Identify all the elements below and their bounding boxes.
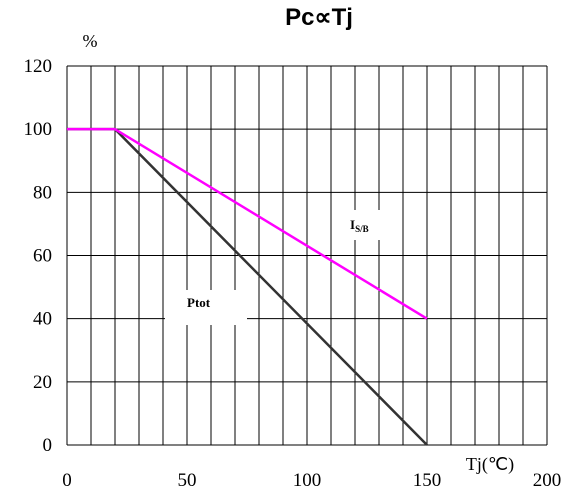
chart-series bbox=[67, 127, 428, 446]
y-tick-label: 20 bbox=[33, 372, 52, 393]
y-axis-unit: % bbox=[83, 31, 98, 51]
x-tick-label: 150 bbox=[413, 470, 442, 491]
y-tick-label: 100 bbox=[24, 119, 53, 140]
x-axis-label-box bbox=[452, 447, 528, 481]
isb-series-line bbox=[67, 127, 428, 320]
x-axis-label: Tj(℃) bbox=[466, 454, 514, 475]
x-tick-label: 200 bbox=[533, 470, 562, 491]
tick-labels: 0 50 100 150 200 0 20 40 60 80 100 120 bbox=[24, 56, 562, 491]
x-tick-label: 0 bbox=[62, 470, 72, 491]
isb-series-label: IS/B bbox=[350, 217, 369, 234]
ptot-series-label: Ptot bbox=[187, 295, 211, 310]
chart-grid bbox=[66, 65, 548, 446]
x-tick-label: 50 bbox=[178, 470, 197, 491]
chart-title: Pc∝Tj bbox=[285, 4, 353, 31]
y-tick-label: 60 bbox=[33, 246, 52, 267]
ptot-label-box bbox=[165, 290, 247, 325]
x-tick-label: 100 bbox=[293, 470, 322, 491]
isb-label-box bbox=[340, 210, 390, 240]
y-tick-label: 80 bbox=[33, 182, 52, 203]
y-tick-label: 40 bbox=[33, 309, 52, 330]
y-tick-label: 120 bbox=[24, 56, 53, 77]
y-tick-label: 0 bbox=[43, 435, 53, 456]
